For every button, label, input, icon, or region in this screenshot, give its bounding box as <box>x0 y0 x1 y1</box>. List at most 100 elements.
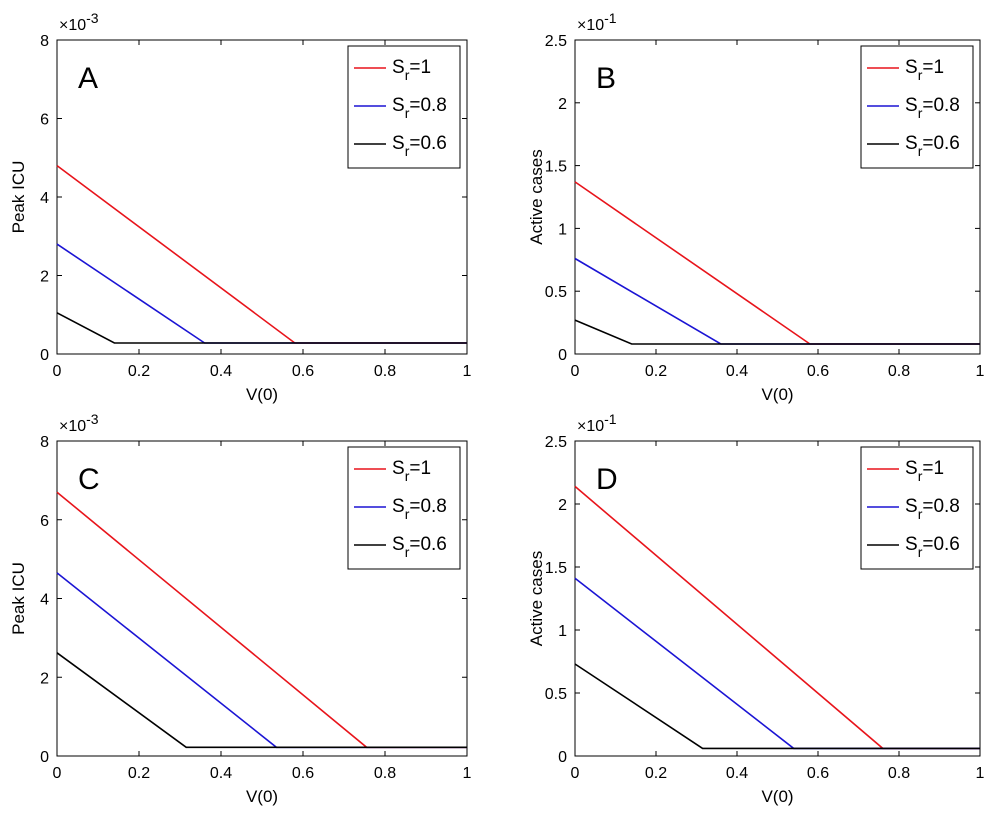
y-tick-label: 0 <box>40 347 49 364</box>
legend-entry-value: =0.6 <box>409 534 447 555</box>
y-tick-label: 6 <box>40 112 49 129</box>
legend-entry: Sr=1 <box>905 458 944 484</box>
legend: Sr=1Sr=0.8Sr=0.6 <box>860 446 974 570</box>
x-axis-label: V(0) <box>246 385 278 404</box>
x-tick-label: 0.6 <box>292 765 314 782</box>
axis-exponent: ×10-1 <box>577 411 617 435</box>
x-tick-label: 1 <box>976 363 985 380</box>
x-tick-label: 0.4 <box>726 363 748 380</box>
x-tick-label: 0.2 <box>645 765 667 782</box>
panel-letter: D <box>596 463 618 496</box>
legend-entry: Sr=0.6 <box>905 534 960 560</box>
series-line-3 <box>56 312 467 344</box>
y-axis-label: Peak ICU <box>9 562 28 635</box>
panel-d: 0 0.2 0.4 0.6 0.8 1 0 0.5 1 1.5 2 2.5 ×10-1 V(0) Activ… <box>527 411 985 806</box>
y-tick-label: 2.5 <box>545 33 567 50</box>
legend-entry-symbol: S <box>392 496 405 517</box>
axis-exponent-base: ×10 <box>59 418 86 435</box>
x-tick-label: 0.8 <box>374 765 396 782</box>
legend-entry-value: =1 <box>409 458 431 479</box>
legend-box <box>860 446 974 570</box>
y-tick-label: 2 <box>40 269 49 286</box>
legend-entry-symbol: S <box>905 458 918 479</box>
series-line-3 <box>56 652 467 749</box>
y-tick-label: 2.5 <box>545 434 567 451</box>
axis-exponent-power: -3 <box>86 10 99 26</box>
axis-exponent: ×10-3 <box>59 10 99 34</box>
legend-entry-subscript: r <box>918 143 923 159</box>
legend-box <box>860 45 974 169</box>
x-tick-label: 0.2 <box>128 363 150 380</box>
legend-entry-subscript: r <box>918 544 923 560</box>
legend-entry-subscript: r <box>918 67 923 83</box>
axis-exponent-power: -3 <box>86 411 99 427</box>
y-tick-label: 1 <box>558 221 567 238</box>
x-tick-label: 0 <box>571 765 580 782</box>
x-tick-label: 0 <box>53 765 62 782</box>
y-axis-label: Peak ICU <box>9 161 28 234</box>
x-tick-label: 0 <box>53 363 62 380</box>
x-tick-label: 1 <box>463 363 472 380</box>
x-axis-label: V(0) <box>761 787 793 806</box>
y-tick-label: 6 <box>40 513 49 530</box>
legend-entry-subscript: r <box>405 468 410 484</box>
legend-entry-symbol: S <box>392 534 405 555</box>
legend-box <box>347 446 461 570</box>
panel-letter: C <box>78 463 100 496</box>
legend-entry-subscript: r <box>918 468 923 484</box>
y-axis-label: Active cases <box>527 149 546 244</box>
axes-frame <box>574 440 981 757</box>
y-tick-label: 0.5 <box>545 284 567 301</box>
legend-entry-subscript: r <box>405 506 410 522</box>
x-tick-label: 1 <box>463 765 472 782</box>
y-tick-label: 2 <box>558 96 567 113</box>
series-line-3 <box>574 319 980 345</box>
legend-entry-subscript: r <box>405 143 410 159</box>
axis-exponent: ×10-1 <box>577 10 617 34</box>
legend-entry: Sr=1 <box>392 458 431 484</box>
legend-entry-subscript: r <box>918 506 923 522</box>
axis-exponent-base: ×10 <box>577 17 604 34</box>
legend-entry-value: =0.8 <box>922 496 960 517</box>
axis-exponent-power: -1 <box>604 411 617 427</box>
y-tick-label: 4 <box>40 190 49 207</box>
legend-entry-value: =1 <box>922 57 944 78</box>
legend-entry-subscript: r <box>405 67 410 83</box>
x-tick-label: 0.8 <box>888 765 910 782</box>
y-tick-label: 0.5 <box>545 686 567 703</box>
x-tick-label: 1 <box>976 765 985 782</box>
legend-entry-value: =0.6 <box>922 534 960 555</box>
axis-exponent-base: ×10 <box>59 17 86 34</box>
panel-letter: B <box>596 62 616 95</box>
axis-exponent: ×10-3 <box>59 411 99 435</box>
series-line-2 <box>574 577 980 750</box>
legend-entry-symbol: S <box>905 133 918 154</box>
legend-entry-value: =0.8 <box>409 95 447 116</box>
panel-b: 0 0.2 0.4 0.6 0.8 1 0 0.5 1 1.5 2 2.5 ×10-1 V(0) Activ… <box>527 10 985 404</box>
axis-exponent-base: ×10 <box>577 418 604 435</box>
x-tick-label: 0.4 <box>726 765 748 782</box>
legend-entry-symbol: S <box>905 95 918 116</box>
y-tick-label: 2 <box>40 670 49 687</box>
series-line-2 <box>574 257 980 345</box>
y-axis-label: Active cases <box>527 551 546 646</box>
legend-entry-symbol: S <box>392 133 405 154</box>
legend-entry: Sr=0.8 <box>392 95 447 121</box>
legend-entry: Sr=0.8 <box>392 496 447 522</box>
legend: Sr=1Sr=0.8Sr=0.6 <box>347 446 461 570</box>
x-tick-label: 0.8 <box>888 363 910 380</box>
legend-box <box>347 45 461 169</box>
y-tick-label: 1.5 <box>545 560 567 577</box>
legend-entry: Sr=1 <box>905 57 944 83</box>
legend-entry-symbol: S <box>392 458 405 479</box>
y-tick-label: 1.5 <box>545 159 567 176</box>
legend-entry-subscript: r <box>405 105 410 121</box>
series-line-3 <box>574 663 980 750</box>
legend-entry-subscript: r <box>918 105 923 121</box>
legend-entry-value: =1 <box>409 57 431 78</box>
y-tick-label: 0 <box>40 749 49 766</box>
y-tick-label: 4 <box>40 592 49 609</box>
